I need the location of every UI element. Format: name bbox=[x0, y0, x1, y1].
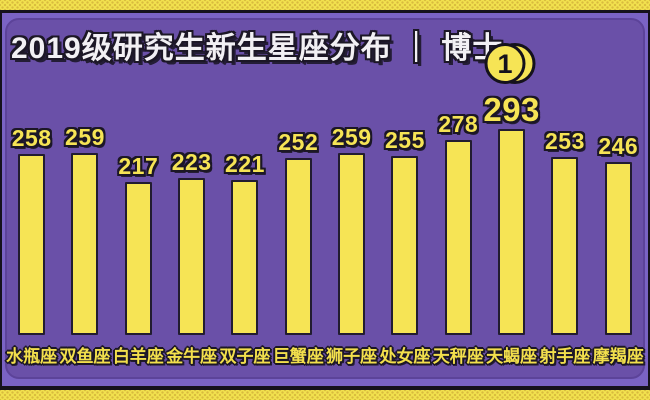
svg-text:1: 1 bbox=[497, 49, 512, 79]
purple-background bbox=[2, 13, 648, 386]
bar-value-label: 252 bbox=[278, 129, 319, 155]
bar-value-label: 221 bbox=[225, 151, 265, 177]
category-label: 处女座 bbox=[379, 346, 431, 366]
bar-value-label: 217 bbox=[118, 153, 159, 179]
bar bbox=[18, 154, 46, 335]
bar-column: 223 bbox=[165, 151, 218, 335]
bar-value-label: 278 bbox=[438, 111, 479, 137]
bar bbox=[498, 129, 526, 335]
category-label: 天蝎座 bbox=[486, 346, 538, 366]
category-label: 水瓶座 bbox=[6, 346, 58, 366]
bar bbox=[551, 157, 579, 335]
top-yellow-border bbox=[0, 0, 650, 13]
category-label: 射手座 bbox=[539, 346, 591, 366]
category-labels-row: 水瓶座 双鱼座 白羊座 金牛座 双子座 巨蟹座 狮子座 处女座 天秤座 天蝎座 射手座 摩羯座 bbox=[5, 347, 645, 367]
bar-column: 252 bbox=[272, 131, 325, 335]
bar-value-label: 259 bbox=[331, 124, 372, 150]
bar bbox=[284, 158, 312, 335]
first-place-coin-icon: 1 bbox=[484, 43, 536, 84]
chart-panel bbox=[5, 18, 645, 379]
bar-column: 255 bbox=[378, 129, 431, 335]
bar-value-label: 293 bbox=[483, 91, 540, 128]
category-label: 金牛座 bbox=[166, 346, 218, 366]
bar bbox=[338, 153, 366, 335]
bar-value-label: 258 bbox=[11, 125, 52, 151]
bar bbox=[604, 162, 632, 335]
bar-column: 221 bbox=[218, 153, 271, 335]
category-label: 双鱼座 bbox=[59, 346, 111, 366]
bar-column: 246 bbox=[592, 135, 645, 335]
category-label: 狮子座 bbox=[326, 346, 378, 366]
bar bbox=[71, 153, 99, 335]
category-label: 摩羯座 bbox=[592, 346, 644, 366]
chart-title: 2019级研究生新生星座分布 ｜ 博士 bbox=[11, 32, 504, 65]
category-label: 巨蟹座 bbox=[272, 346, 324, 366]
bar-value-label: 246 bbox=[598, 133, 639, 159]
bars-row: 258 259 217 223 221 252 259 255 278 1 293 253 246 bbox=[5, 40, 645, 335]
bar bbox=[231, 180, 259, 335]
bar bbox=[444, 140, 472, 335]
bar-column: 1 293 bbox=[483, 40, 540, 335]
bottom-yellow-border bbox=[0, 386, 650, 400]
bar bbox=[124, 182, 152, 335]
category-label: 天秤座 bbox=[432, 346, 484, 366]
bar bbox=[391, 156, 419, 335]
bar-column: 259 bbox=[325, 126, 378, 335]
bar-column: 259 bbox=[58, 126, 111, 335]
bar-column: 217 bbox=[112, 155, 165, 335]
bar-value-label: 259 bbox=[65, 124, 105, 150]
bar-column: 258 bbox=[5, 127, 58, 335]
bar-column: 253 bbox=[538, 130, 591, 335]
bar-value-label: 253 bbox=[545, 128, 585, 154]
bar-column: 278 bbox=[432, 113, 485, 335]
category-label: 双子座 bbox=[219, 346, 271, 366]
bar-value-label: 255 bbox=[385, 127, 425, 153]
bar bbox=[178, 178, 206, 335]
bar-value-label: 223 bbox=[171, 149, 212, 175]
category-label: 白羊座 bbox=[112, 346, 164, 366]
